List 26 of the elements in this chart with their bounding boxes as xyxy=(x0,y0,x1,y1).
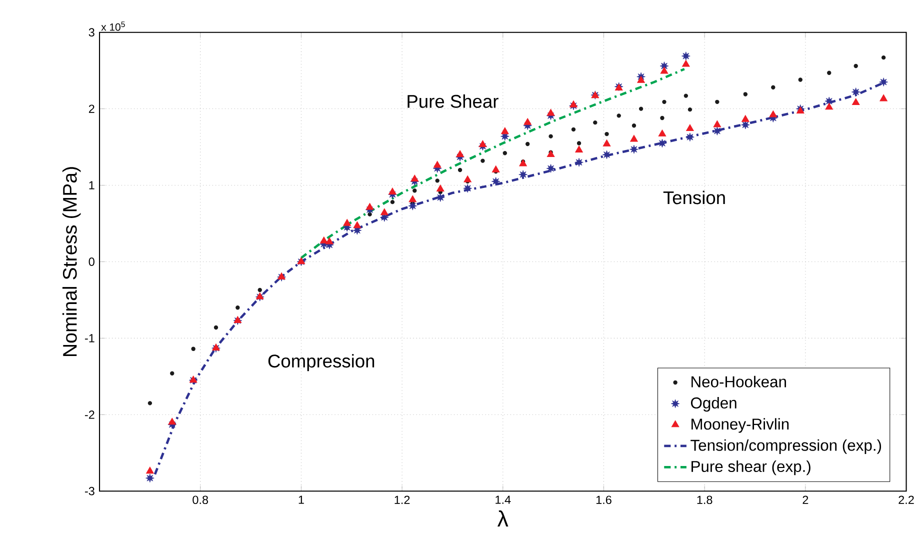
y-axis-title: Nominal Stress (MPa) xyxy=(62,167,81,356)
x-axis-title: λ xyxy=(497,510,508,527)
x-tick-label: 2 xyxy=(802,496,808,504)
y-tick-label: -2 xyxy=(84,410,94,419)
x-tick-label: 0.8 xyxy=(192,496,208,504)
annotation: Compression xyxy=(268,354,374,372)
y-tick-label: -3 xyxy=(84,486,94,496)
x-tick-label: 1.6 xyxy=(596,496,612,504)
text: x 10$^{5}$ xyxy=(101,22,125,31)
annotation: Tension xyxy=(663,190,725,204)
x-tick-label: 1.2 xyxy=(394,496,410,504)
legend-label: Tension/compression (exp.) xyxy=(690,439,882,454)
y-tick-label: 2 xyxy=(88,104,94,113)
x-tick-label: 1 xyxy=(298,496,304,504)
y-tick-label: 1 xyxy=(89,181,94,190)
x-tick-label: 2.2 xyxy=(898,496,914,504)
x-tick-label: 1.4 xyxy=(496,496,511,504)
y-tick-label: 0 xyxy=(88,258,94,266)
y-tick-label: -1 xyxy=(84,334,94,342)
x-tick-label: 1.8 xyxy=(697,496,712,504)
annotation: Pure Shear xyxy=(408,94,498,108)
legend-label: Mooney-Rivlin xyxy=(692,418,789,433)
legend-label: Neo-Hookean xyxy=(692,376,786,388)
legend-label: Ogden xyxy=(690,397,736,412)
legend-label: Pure shear (exp.) xyxy=(692,460,810,476)
y-tick-label: 3 xyxy=(88,28,94,37)
